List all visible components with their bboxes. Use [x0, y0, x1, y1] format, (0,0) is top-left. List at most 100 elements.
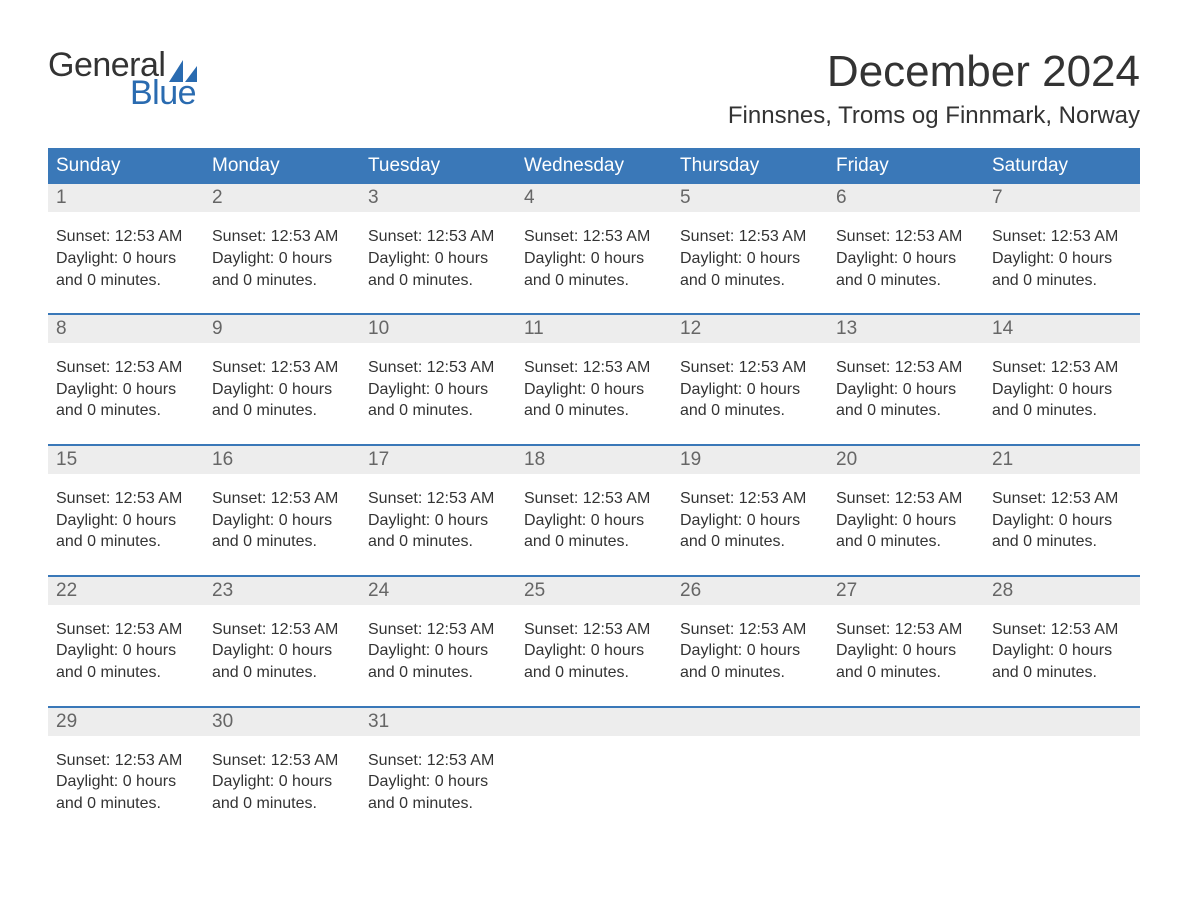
day-content: Sunset: 12:53 AMDaylight: 0 hoursand 0 m…	[360, 619, 516, 684]
weekday-header: Friday	[828, 148, 984, 184]
page-subtitle: Finnsnes, Troms og Finnmark, Norway	[728, 102, 1140, 130]
day-content-line: and 0 minutes.	[680, 270, 820, 292]
day-content-line: and 0 minutes.	[368, 793, 508, 815]
day-content-line: Daylight: 0 hours	[212, 510, 352, 532]
day-content-line: Sunset: 12:53 AM	[680, 488, 820, 510]
day-number: 21	[984, 446, 1140, 474]
day-number: 8	[48, 315, 204, 343]
day-content-line: Sunset: 12:53 AM	[836, 226, 976, 248]
calendar: SundayMondayTuesdayWednesdayThursdayFrid…	[48, 148, 1140, 836]
day-content-line: Sunset: 12:53 AM	[524, 619, 664, 641]
logo: General Blue	[48, 48, 197, 110]
day-content-line: and 0 minutes.	[524, 662, 664, 684]
day-content-line: Sunset: 12:53 AM	[680, 226, 820, 248]
day-content-line: and 0 minutes.	[680, 400, 820, 422]
day-content-line: and 0 minutes.	[212, 662, 352, 684]
day-content	[516, 750, 672, 815]
day-content: Sunset: 12:53 AMDaylight: 0 hoursand 0 m…	[516, 488, 672, 553]
day-content-line: Daylight: 0 hours	[56, 510, 196, 532]
day-content-line: and 0 minutes.	[992, 270, 1132, 292]
day-content-line: Sunset: 12:53 AM	[836, 488, 976, 510]
day-content-line: Sunset: 12:53 AM	[680, 619, 820, 641]
day-number: 12	[672, 315, 828, 343]
day-content-line: Sunset: 12:53 AM	[524, 226, 664, 248]
day-number: 3	[360, 184, 516, 212]
day-content-line: Sunset: 12:53 AM	[56, 750, 196, 772]
day-content: Sunset: 12:53 AMDaylight: 0 hoursand 0 m…	[828, 357, 984, 422]
day-content: Sunset: 12:53 AMDaylight: 0 hoursand 0 m…	[828, 226, 984, 291]
day-content-line: Daylight: 0 hours	[212, 248, 352, 270]
day-content	[828, 750, 984, 815]
day-content-line: Daylight: 0 hours	[992, 379, 1132, 401]
day-number: 14	[984, 315, 1140, 343]
day-number: 9	[204, 315, 360, 343]
day-content-line: and 0 minutes.	[212, 400, 352, 422]
day-number	[516, 708, 672, 736]
day-number: 26	[672, 577, 828, 605]
daynum-row: 293031	[48, 708, 1140, 736]
day-content-line: and 0 minutes.	[992, 662, 1132, 684]
day-content-line: Daylight: 0 hours	[212, 640, 352, 662]
day-number: 10	[360, 315, 516, 343]
day-content: Sunset: 12:53 AMDaylight: 0 hoursand 0 m…	[360, 226, 516, 291]
day-content-line: Sunset: 12:53 AM	[212, 226, 352, 248]
day-content-line: Sunset: 12:53 AM	[56, 226, 196, 248]
day-number: 4	[516, 184, 672, 212]
day-number: 5	[672, 184, 828, 212]
day-content: Sunset: 12:53 AMDaylight: 0 hoursand 0 m…	[672, 357, 828, 422]
day-number: 17	[360, 446, 516, 474]
day-number: 7	[984, 184, 1140, 212]
day-content: Sunset: 12:53 AMDaylight: 0 hoursand 0 m…	[516, 226, 672, 291]
calendar-week: 1234567Sunset: 12:53 AMDaylight: 0 hours…	[48, 184, 1140, 313]
weekday-header: Saturday	[984, 148, 1140, 184]
day-content-line: Sunset: 12:53 AM	[212, 488, 352, 510]
daynum-row: 1234567	[48, 184, 1140, 212]
day-content: Sunset: 12:53 AMDaylight: 0 hoursand 0 m…	[48, 488, 204, 553]
daycontent-row: Sunset: 12:53 AMDaylight: 0 hoursand 0 m…	[48, 343, 1140, 444]
day-content-line: and 0 minutes.	[836, 270, 976, 292]
title-block: December 2024 Finnsnes, Troms og Finnmar…	[728, 48, 1140, 130]
day-content-line: Daylight: 0 hours	[836, 510, 976, 532]
day-content-line: Sunset: 12:53 AM	[368, 619, 508, 641]
day-content-line: Sunset: 12:53 AM	[56, 488, 196, 510]
day-number: 15	[48, 446, 204, 474]
day-content-line: Daylight: 0 hours	[524, 248, 664, 270]
day-content-line: Sunset: 12:53 AM	[992, 488, 1132, 510]
weekday-header: Thursday	[672, 148, 828, 184]
day-number: 24	[360, 577, 516, 605]
day-number: 16	[204, 446, 360, 474]
day-content-line: and 0 minutes.	[56, 270, 196, 292]
day-content	[984, 750, 1140, 815]
day-content: Sunset: 12:53 AMDaylight: 0 hoursand 0 m…	[516, 357, 672, 422]
day-content: Sunset: 12:53 AMDaylight: 0 hoursand 0 m…	[360, 357, 516, 422]
day-content: Sunset: 12:53 AMDaylight: 0 hoursand 0 m…	[48, 750, 204, 815]
day-content-line: Sunset: 12:53 AM	[524, 357, 664, 379]
day-content-line: Daylight: 0 hours	[368, 379, 508, 401]
day-content-line: Daylight: 0 hours	[524, 640, 664, 662]
day-number: 22	[48, 577, 204, 605]
day-content: Sunset: 12:53 AMDaylight: 0 hoursand 0 m…	[984, 619, 1140, 684]
day-content-line: Daylight: 0 hours	[524, 379, 664, 401]
day-content: Sunset: 12:53 AMDaylight: 0 hoursand 0 m…	[828, 619, 984, 684]
day-content-line: and 0 minutes.	[524, 270, 664, 292]
weekday-header: Wednesday	[516, 148, 672, 184]
day-content-line: and 0 minutes.	[56, 400, 196, 422]
day-number: 2	[204, 184, 360, 212]
daynum-row: 891011121314	[48, 315, 1140, 343]
day-content-line: Daylight: 0 hours	[524, 510, 664, 532]
day-content-line: Daylight: 0 hours	[212, 771, 352, 793]
day-number: 30	[204, 708, 360, 736]
day-content-line: and 0 minutes.	[524, 531, 664, 553]
day-number: 31	[360, 708, 516, 736]
daycontent-row: Sunset: 12:53 AMDaylight: 0 hoursand 0 m…	[48, 605, 1140, 706]
day-content: Sunset: 12:53 AMDaylight: 0 hoursand 0 m…	[984, 488, 1140, 553]
day-content-line: Sunset: 12:53 AM	[56, 619, 196, 641]
day-content-line: Daylight: 0 hours	[56, 640, 196, 662]
daycontent-row: Sunset: 12:53 AMDaylight: 0 hoursand 0 m…	[48, 736, 1140, 837]
day-content-line: Sunset: 12:53 AM	[212, 750, 352, 772]
day-content-line: Daylight: 0 hours	[836, 640, 976, 662]
day-content-line: Sunset: 12:53 AM	[992, 619, 1132, 641]
day-content-line: Sunset: 12:53 AM	[992, 226, 1132, 248]
weekday-header: Tuesday	[360, 148, 516, 184]
day-content-line: and 0 minutes.	[368, 531, 508, 553]
